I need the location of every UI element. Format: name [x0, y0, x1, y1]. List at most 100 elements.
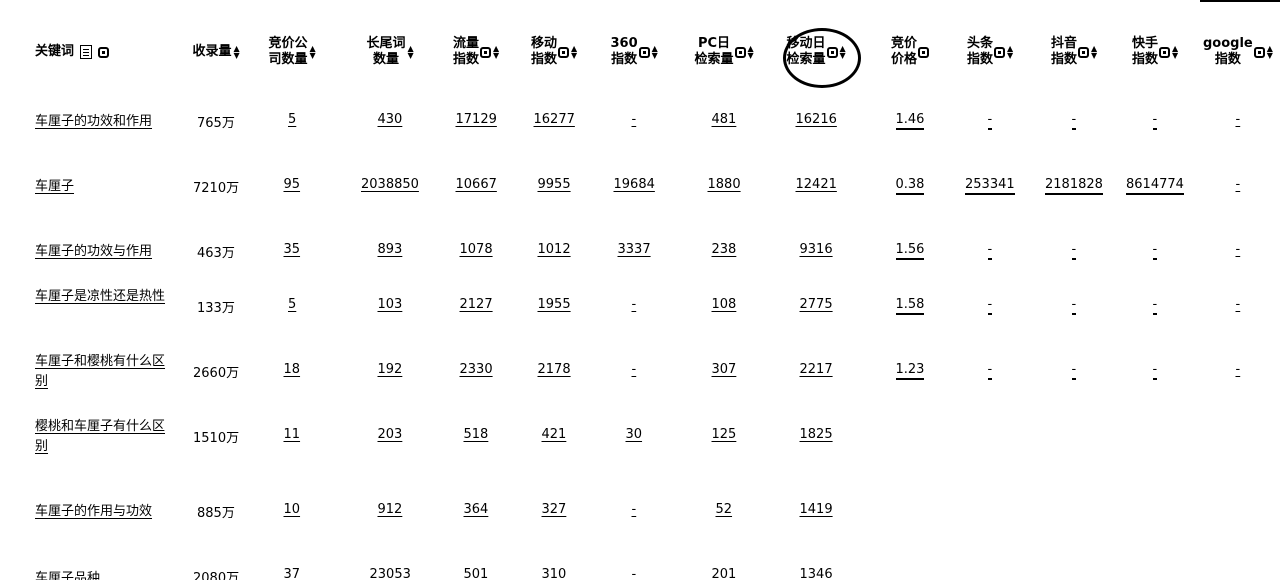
cell-kuaishou[interactable]: -	[1152, 297, 1158, 315]
keyword-link[interactable]: 车厘子品种	[35, 571, 101, 580]
cell-value[interactable]: -	[987, 112, 993, 130]
cell-google[interactable]: -	[1235, 362, 1241, 377]
cell-yidong[interactable]: 1955	[537, 297, 571, 312]
cell-toutiao[interactable]: 253341	[965, 177, 1015, 195]
cell-value[interactable]: -	[1152, 362, 1158, 380]
cell-i360[interactable]: -	[631, 297, 637, 312]
cell-jingjia_count[interactable]: 5	[288, 112, 297, 127]
cell-liuliang[interactable]: 364	[463, 502, 489, 517]
cell-mobile_day[interactable]: 12421	[795, 177, 837, 192]
cell-changwei[interactable]: 192	[377, 362, 403, 377]
cell-pc[interactable]: 125	[711, 427, 737, 442]
cell-liuliang[interactable]: 2330	[459, 362, 493, 377]
cell-value[interactable]: 8614774	[1126, 177, 1184, 195]
cell-i360[interactable]: -	[631, 502, 637, 517]
cell-value[interactable]: 1.23	[895, 362, 925, 380]
cell-google[interactable]: -	[1235, 297, 1241, 312]
cell-google[interactable]: -	[1235, 112, 1241, 127]
keyword-link[interactable]: 车厘子和樱桃有什么区别	[35, 354, 166, 389]
cell-value[interactable]: 253341	[965, 177, 1015, 195]
sort-icon[interactable]: ▲ ▼	[233, 44, 240, 60]
column-header-douyin[interactable]: 抖音 指数 ▲ ▼	[1051, 36, 1097, 68]
cell-i360[interactable]: 19684	[613, 177, 655, 192]
keyword-link[interactable]: 车厘子是凉性还是热性	[35, 289, 166, 304]
cell-i360[interactable]: 3337	[617, 242, 651, 257]
cell-mobile_day[interactable]: 1825	[799, 427, 833, 442]
cell-google[interactable]: -	[1235, 242, 1241, 257]
cell-douyin[interactable]: -	[1071, 242, 1077, 260]
cell-jingjia_count[interactable]: 10	[283, 502, 301, 517]
cell-kuaishou[interactable]: -	[1152, 112, 1158, 130]
column-header-google[interactable]: google 指数 ▲ ▼	[1203, 36, 1273, 68]
keyword-link[interactable]: 樱桃和车厘子有什么区别	[35, 419, 166, 454]
cell-value[interactable]: -	[987, 297, 993, 315]
info-icon[interactable]	[558, 46, 570, 58]
sort-icon[interactable]: ▲ ▼	[309, 44, 316, 60]
cell-douyin[interactable]: -	[1071, 362, 1077, 380]
cell-value[interactable]: -	[1152, 297, 1158, 315]
cell-douyin[interactable]: 2181828	[1045, 177, 1103, 195]
column-header-i360[interactable]: 360 指数 ▲ ▼	[611, 36, 658, 68]
cell-value[interactable]: 1.58	[895, 297, 925, 315]
sort-icon[interactable]: ▲ ▼	[747, 44, 754, 60]
info-icon[interactable]	[480, 46, 492, 58]
cell-i360[interactable]: 30	[625, 427, 643, 442]
cell-pc[interactable]: 52	[715, 502, 733, 517]
cell-pc[interactable]: 108	[711, 297, 737, 312]
cell-yidong[interactable]: 16277	[533, 112, 575, 127]
column-header-shoulu[interactable]: 收录量 ▲ ▼	[193, 44, 240, 61]
cell-pc[interactable]: 307	[711, 362, 737, 377]
info-icon[interactable]	[1253, 46, 1265, 58]
cell-price[interactable]: 1.56	[895, 242, 925, 260]
cell-jingjia_count[interactable]: 5	[288, 297, 297, 312]
cell-price[interactable]: 0.38	[895, 177, 925, 195]
cell-google[interactable]: -	[1235, 177, 1241, 192]
cell-i360[interactable]: -	[631, 112, 637, 127]
info-icon[interactable]	[994, 46, 1006, 58]
cell-value[interactable]: 1.56	[895, 242, 925, 260]
info-icon[interactable]	[98, 46, 110, 58]
cell-douyin[interactable]: -	[1071, 112, 1077, 130]
cell-toutiao[interactable]: -	[987, 242, 993, 260]
cell-jingjia_count[interactable]: 35	[283, 242, 301, 257]
cell-changwei[interactable]: 893	[377, 242, 403, 257]
sort-icon[interactable]: ▲ ▼	[1266, 44, 1273, 60]
cell-value[interactable]: -	[987, 242, 993, 260]
info-icon[interactable]	[1159, 46, 1171, 58]
cell-i360[interactable]: -	[631, 362, 637, 377]
keyword-link[interactable]: 车厘子的功效与作用	[35, 244, 153, 259]
cell-liuliang[interactable]: 10667	[455, 177, 497, 192]
cell-pc[interactable]: 1880	[707, 177, 741, 192]
cell-mobile_day[interactable]: 2775	[799, 297, 833, 312]
cell-yidong[interactable]: 9955	[537, 177, 571, 192]
cell-liuliang[interactable]: 1078	[459, 242, 493, 257]
sort-icon[interactable]: ▲ ▼	[407, 44, 414, 60]
cell-jingjia_count[interactable]: 95	[283, 177, 301, 192]
cell-pc[interactable]: 238	[711, 242, 737, 257]
cell-mobile_day[interactable]: 1419	[799, 502, 833, 517]
sort-icon[interactable]: ▲ ▼	[493, 44, 500, 60]
info-icon[interactable]	[734, 46, 746, 58]
cell-yidong[interactable]: 2178	[537, 362, 571, 377]
cell-value[interactable]: 1.46	[895, 112, 925, 130]
cell-value[interactable]: 2181828	[1045, 177, 1103, 195]
cell-mobile_day[interactable]: 16216	[795, 112, 837, 127]
sort-icon[interactable]: ▲ ▼	[1007, 44, 1014, 60]
cell-toutiao[interactable]: -	[987, 297, 993, 315]
cell-value[interactable]: -	[1071, 297, 1077, 315]
cell-value[interactable]: -	[1071, 242, 1077, 260]
keyword-link[interactable]: 车厘子的功效和作用	[35, 114, 153, 129]
cell-value[interactable]: -	[987, 362, 993, 380]
column-header-jingjia_count[interactable]: 竞价公 司数量 ▲ ▼	[269, 36, 316, 68]
cell-value[interactable]: -	[1071, 362, 1077, 380]
info-icon[interactable]	[918, 46, 930, 58]
cell-yidong[interactable]: 421	[541, 427, 567, 442]
keyword-link[interactable]: 车厘子	[35, 179, 75, 194]
cell-kuaishou[interactable]: -	[1152, 242, 1158, 260]
cell-price[interactable]: 1.46	[895, 112, 925, 130]
sort-icon[interactable]: ▲ ▼	[651, 44, 658, 60]
column-header-toutiao[interactable]: 头条 指数 ▲ ▼	[967, 36, 1013, 68]
cell-value[interactable]: 0.38	[895, 177, 925, 195]
cell-toutiao[interactable]: -	[987, 362, 993, 380]
cell-value[interactable]: -	[1152, 242, 1158, 260]
